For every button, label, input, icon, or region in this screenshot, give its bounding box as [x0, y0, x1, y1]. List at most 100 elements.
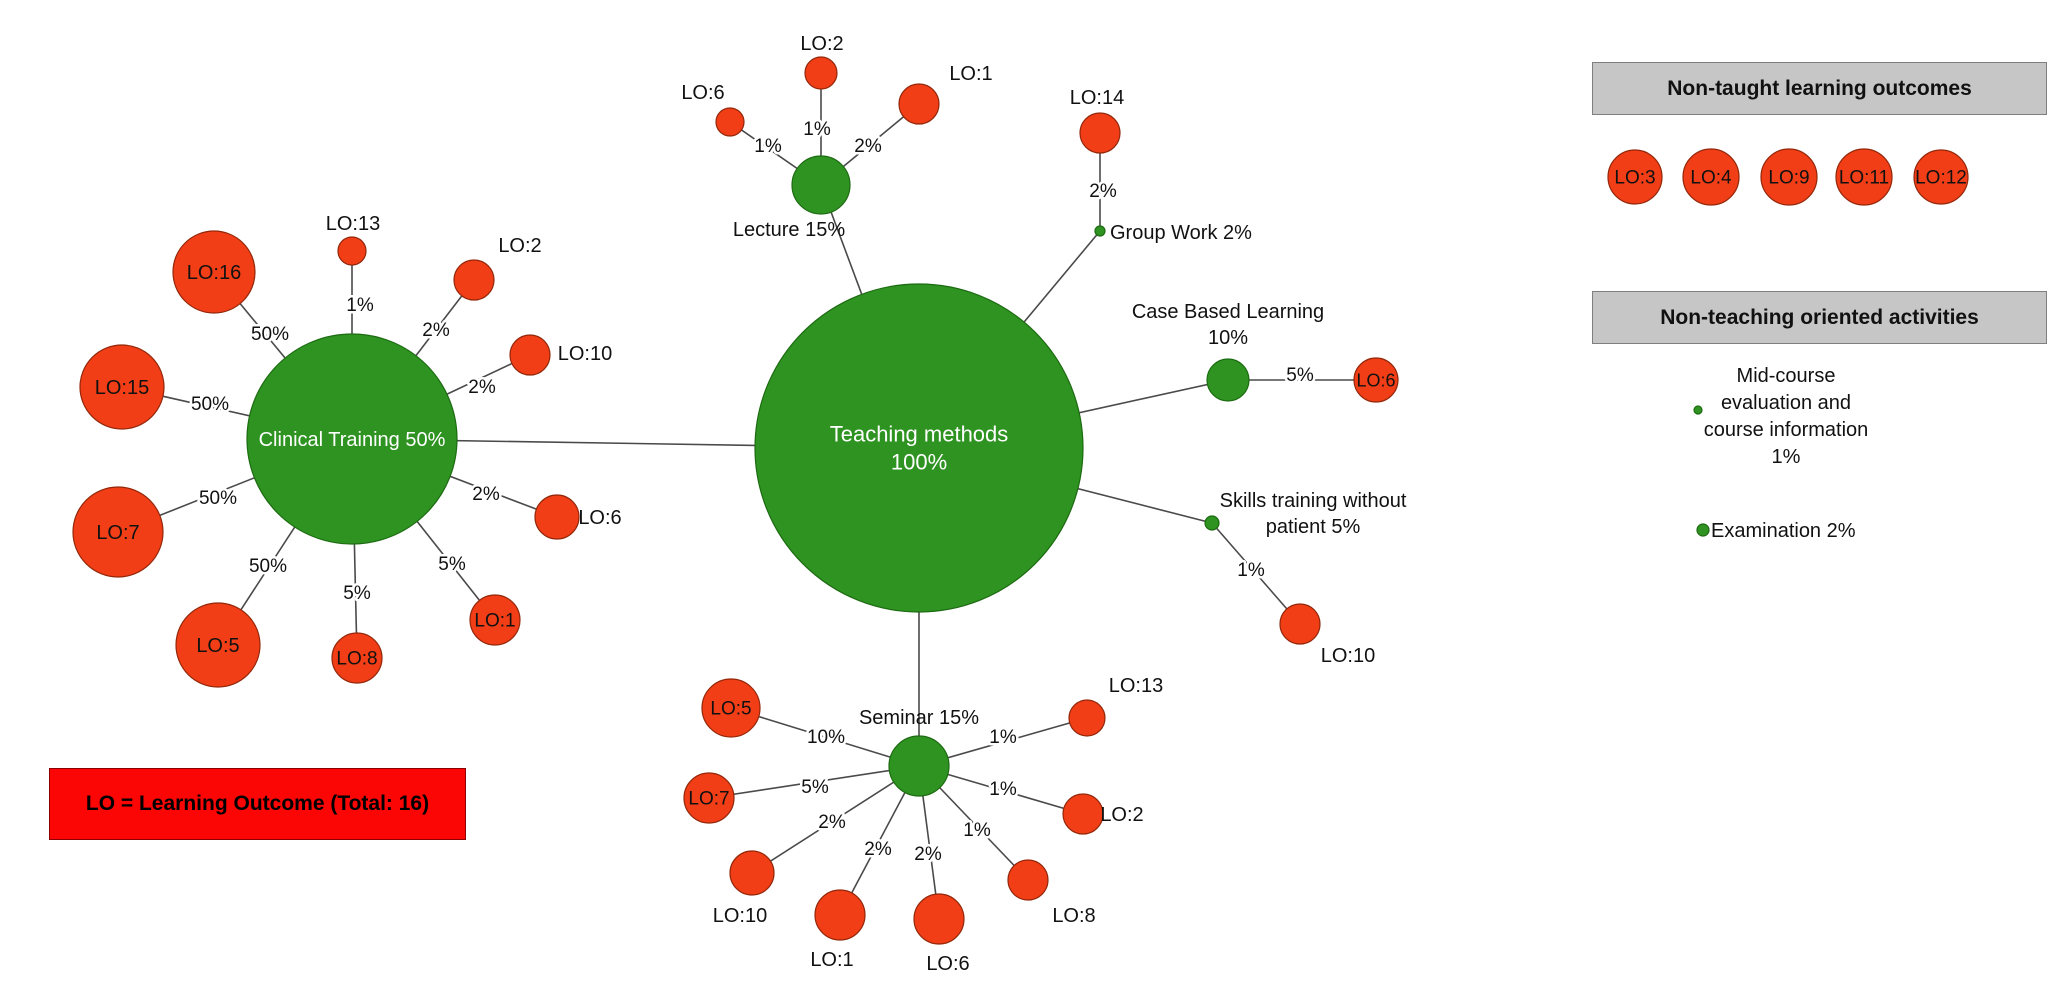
label-teaching: Teaching methods 100%: [830, 422, 1009, 475]
edge-label-clinical-cl_lo7: 50%: [199, 488, 237, 509]
edge-label-seminar-sem_lo1: 2%: [864, 839, 892, 860]
edge-label-lecture-lec_lo6: 1%: [754, 136, 782, 157]
node-cl_lo2: [453, 259, 495, 301]
node-nt_lo12: [1913, 149, 1969, 205]
label-lec_lo6: LO:6: [681, 82, 724, 104]
node-cl_lo16: [172, 230, 256, 314]
edge-seminar-sem_lo10: [751, 765, 920, 874]
edge-label-clinical-cl_lo10: 2%: [468, 377, 496, 398]
label-sem_lo6: LO:6: [926, 953, 969, 975]
node-sem_lo2: [1062, 793, 1104, 835]
node-cl_lo13: [337, 236, 367, 266]
edge-label-clinical-cl_lo15: 50%: [191, 394, 229, 415]
edge-skills-sk_lo10: [1211, 522, 1301, 625]
edge-label-seminar-sem_lo8: 1%: [963, 820, 991, 841]
node-cl_lo15: [79, 344, 165, 430]
label-cl_lo8: LO:8: [336, 649, 377, 670]
node-sem_lo13: [1068, 699, 1106, 737]
nodes-layer: [72, 56, 1969, 945]
label-sem_lo7: LO:7: [688, 789, 729, 810]
node-cl_lo7: [72, 486, 164, 578]
legend-box: LO = Learning Outcome (Total: 16): [49, 768, 466, 840]
node-lec_lo6: [715, 107, 745, 137]
edge-label-seminar-sem_lo5: 10%: [807, 727, 845, 748]
edge-label-clinical-cl_lo1: 5%: [438, 554, 466, 575]
edge-label-groupwork-lo14: 2%: [1089, 181, 1117, 202]
label-clinical: Clinical Training 50%: [259, 429, 446, 451]
node-cl_lo8: [331, 632, 383, 684]
label-cb_lo6: LO:6: [1356, 370, 1395, 390]
label-exam: Examination 2%: [1711, 520, 1856, 542]
section-header-non-teaching: Non-teaching oriented activities: [1592, 291, 2047, 344]
label-nt_lo11: LO:11: [1839, 168, 1889, 189]
label-sem_lo10: LO:10: [713, 905, 767, 927]
edge-label-lecture-lec_lo1: 2%: [854, 136, 882, 157]
node-groupwork: [1094, 225, 1106, 237]
node-seminar: [888, 735, 950, 797]
node-skills: [1204, 515, 1220, 531]
edge-label-clinical-cl_lo13: 1%: [346, 295, 374, 316]
node-nt_lo3: [1607, 149, 1663, 205]
edge-label-skills-sk_lo10: 1%: [1237, 560, 1265, 581]
label-sem_lo13: LO:13: [1109, 675, 1163, 697]
node-casebased: [1206, 358, 1250, 402]
label-cl_lo2: LO:2: [498, 235, 541, 257]
node-sem_lo5: [701, 678, 761, 738]
edge-label-clinical-cl_lo6: 2%: [472, 484, 500, 505]
node-lec_lo2: [804, 56, 838, 90]
label-seminar: Seminar 15%: [859, 707, 979, 729]
node-nt_lo11: [1835, 148, 1893, 206]
node-nt_lo4: [1682, 148, 1740, 206]
edge-label-seminar-sem_lo6: 2%: [914, 844, 942, 865]
edge-seminar-sem_lo5: [730, 707, 920, 767]
node-sk_lo10: [1279, 603, 1321, 645]
edge-label-clinical-cl_lo16: 50%: [251, 324, 289, 345]
node-cl_lo1: [469, 594, 521, 646]
label-cl_lo10: LO:10: [558, 343, 612, 365]
node-sem_lo1: [814, 889, 866, 941]
label-cl_lo16: LO:16: [187, 262, 241, 284]
label-nt_lo12: LO:12: [1915, 168, 1967, 189]
node-cl_lo6: [534, 494, 580, 540]
node-midcourse: [1693, 405, 1703, 415]
label-midcourse: Mid-course evaluation and course informati…: [1704, 365, 1869, 468]
label-sem_lo5: LO:5: [710, 699, 751, 720]
label-cl_lo13: LO:13: [326, 213, 380, 235]
label-cl_lo1: LO:1: [474, 611, 515, 632]
edge-label-clinical-cl_lo5: 50%: [249, 556, 287, 577]
node-cb_lo6: [1353, 357, 1399, 403]
node-lo14: [1079, 112, 1121, 154]
label-sem_lo8: LO:8: [1052, 905, 1095, 927]
label-nt_lo9: LO:9: [1768, 168, 1809, 189]
label-sem_lo2: LO:2: [1100, 804, 1143, 826]
edge-label-casebased-cb_lo6: 5%: [1286, 365, 1314, 386]
edge-label-seminar-sem_lo7: 5%: [801, 777, 829, 798]
label-lec_lo2: LO:2: [800, 33, 843, 55]
edge-label-seminar-sem_lo2: 1%: [989, 779, 1017, 800]
edge-label-seminar-sem_lo10: 2%: [818, 812, 846, 833]
label-casebased: Case Based Learning 10%: [1132, 301, 1324, 349]
node-sem_lo7: [683, 772, 735, 824]
node-lecture: [791, 155, 851, 215]
node-nt_lo9: [1760, 148, 1818, 206]
label-nt_lo4: LO:4: [1690, 168, 1732, 189]
label-groupwork: Group Work 2%: [1110, 222, 1252, 244]
labels-layer: 1% 1% 2% 2% 5% 1% 10% 5% 2% 2% 2% 1% 1% 1% 50% 1% 2% 2% 50…: [95, 33, 1967, 975]
label-cl_lo15: LO:15: [95, 377, 149, 399]
node-cl_lo10: [509, 334, 551, 376]
label-lec_lo1: LO:1: [949, 63, 992, 85]
node-clinical: [246, 333, 458, 545]
node-cl_lo5: [175, 602, 261, 688]
label-lecture: Lecture 15%: [733, 219, 846, 241]
label-nt_lo3: LO:3: [1614, 168, 1655, 189]
edge-seminar-sem_lo7: [708, 765, 920, 799]
label-cl_lo6: LO:6: [578, 507, 621, 529]
section-header-non-taught: Non-taught learning outcomes: [1592, 62, 2047, 115]
node-sem_lo8: [1007, 859, 1049, 901]
edge-label-lecture-lec_lo2: 1%: [803, 119, 831, 140]
section-header-non-taught-label: Non-taught learning outcomes: [1667, 76, 1972, 100]
edge-label-seminar-sem_lo13: 1%: [989, 727, 1017, 748]
label-cl_lo5: LO:5: [196, 635, 239, 657]
